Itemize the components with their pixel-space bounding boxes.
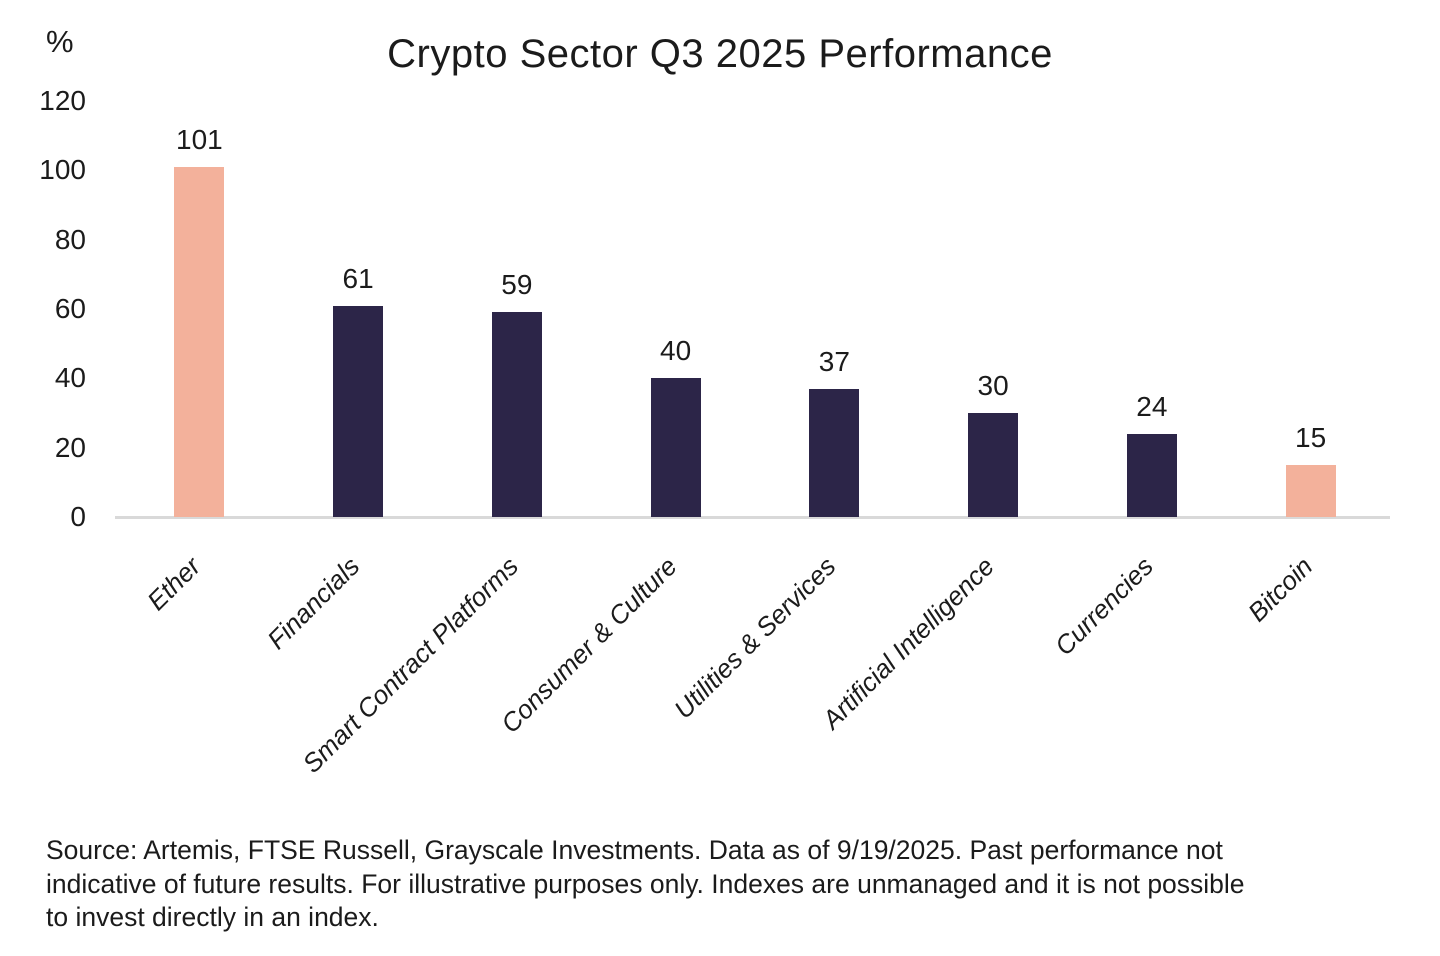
bar xyxy=(1285,465,1336,517)
bar-group: 61 Financials xyxy=(261,101,438,655)
x-axis-category-label: Artificial Intelligence xyxy=(816,551,1001,735)
bar-group: 37 Utilities & Services xyxy=(668,101,914,724)
bar xyxy=(809,388,860,517)
x-axis-category-label: Consumer & Culture xyxy=(495,551,683,739)
bar xyxy=(333,305,384,517)
bar-value-label: 15 xyxy=(1295,422,1327,453)
bar-value-label: 61 xyxy=(342,262,374,294)
x-axis-category-label: Bitcoin xyxy=(1241,551,1318,628)
bar-value-label: 24 xyxy=(1136,390,1168,422)
bar-value-label: 59 xyxy=(501,269,533,301)
bar-group: 24 Currencies xyxy=(1049,101,1232,661)
y-axis-tick-label: 60 xyxy=(54,293,86,324)
bar xyxy=(1126,433,1177,517)
y-axis-tick-label: 40 xyxy=(54,362,86,394)
y-axis-tick-label: 100 xyxy=(39,154,86,186)
bar xyxy=(491,312,542,517)
x-axis-line xyxy=(115,516,1390,519)
bar-value-label: 101 xyxy=(176,123,223,155)
chart-title: Crypto Sector Q3 2025 Performance xyxy=(387,32,1053,76)
y-axis-tick-label: 20 xyxy=(54,431,86,463)
bar-group: 101 Ether xyxy=(120,101,279,616)
bar-group: 40 Consumer & Culture xyxy=(495,101,755,739)
bar-group: 59 Smart Contract Platforms xyxy=(296,101,597,779)
bar xyxy=(650,378,701,517)
x-axis-category-label: Currencies xyxy=(1048,551,1160,662)
bars-container: 101 Ether 61 Financials 59 Smart Contract Pla… xyxy=(120,101,1390,779)
bar-value-label: 30 xyxy=(977,370,1009,401)
plot-area: 0 20 40 60 80 100 120 101 Ether 61 Financials 59 Sm… xyxy=(39,85,1390,779)
x-axis-category-label: Financials xyxy=(261,551,366,655)
x-axis-category-label: Ether xyxy=(141,551,207,617)
bar-value-label: 40 xyxy=(660,335,692,367)
y-axis-tick-label: 0 xyxy=(70,501,86,532)
bar xyxy=(968,413,1019,517)
bar xyxy=(174,166,225,517)
bar-group: 30 Artificial Intelligence xyxy=(817,101,1073,735)
x-axis-category-label: Utilities & Services xyxy=(668,551,842,725)
y-axis-tick-label: 120 xyxy=(39,85,86,116)
y-axis-tick-label: 80 xyxy=(54,223,86,255)
bar-group: 15 Bitcoin xyxy=(1231,101,1390,627)
source-note: Source: Artemis, FTSE Russell, Grayscale… xyxy=(46,835,1245,932)
bar-value-label: 37 xyxy=(818,345,850,377)
y-axis-unit-label: % xyxy=(46,24,74,59)
